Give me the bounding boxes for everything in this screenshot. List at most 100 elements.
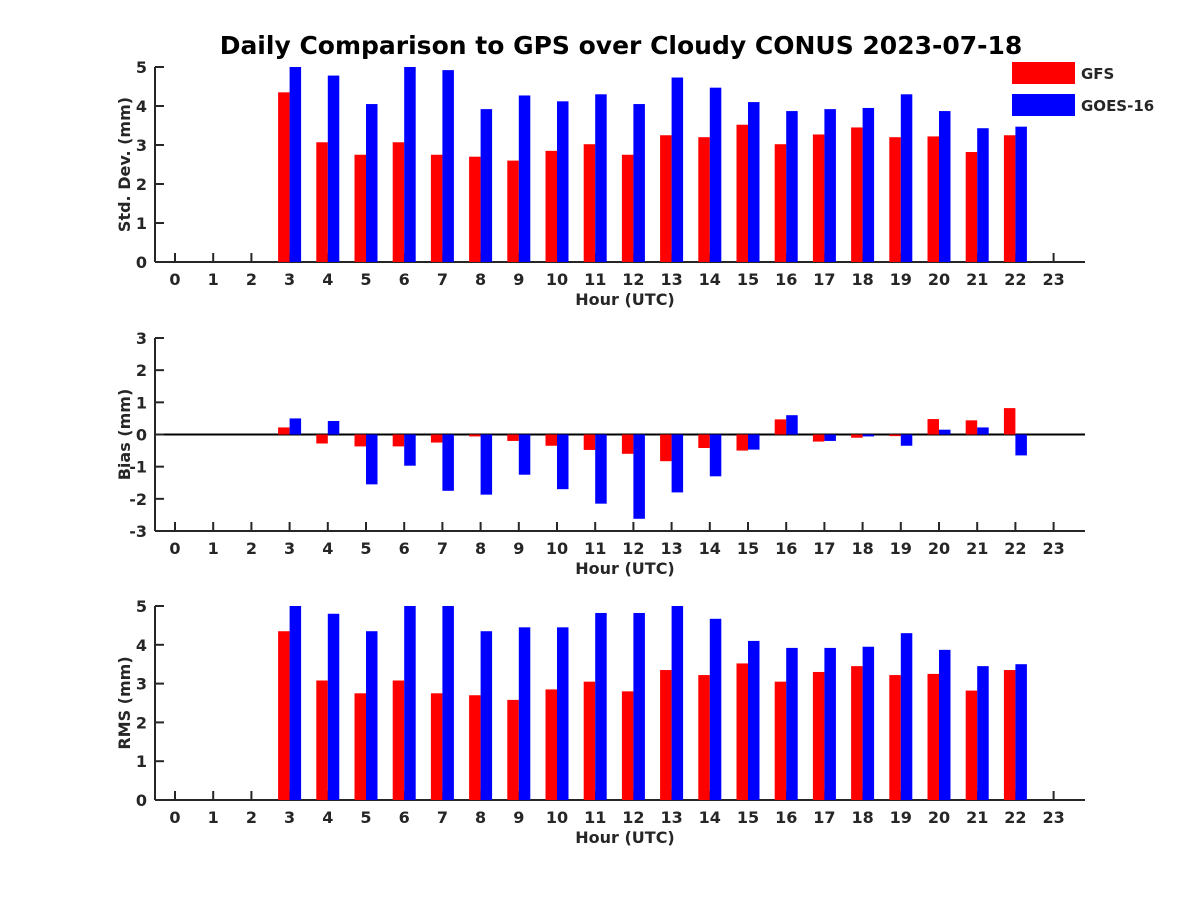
bar-gfs (851, 666, 863, 800)
bar-gfs (469, 434, 481, 437)
y-tick-label: 0 (136, 253, 147, 272)
x-tick-label: 4 (322, 539, 333, 558)
x-tick-label: 21 (966, 270, 988, 289)
bar-goes-16 (480, 631, 493, 800)
bar-gfs (545, 434, 557, 446)
bar-goes-16 (671, 77, 684, 262)
bar-gfs (278, 631, 290, 800)
y-tick-label: 1 (136, 214, 147, 233)
x-tick-label: 11 (584, 808, 606, 827)
x-axis-label: Hour (UTC) (575, 290, 675, 309)
x-tick-label: 2 (246, 808, 257, 827)
x-tick-label: 2 (246, 539, 257, 558)
bar-goes-16 (366, 104, 378, 262)
x-tick-label: 14 (699, 808, 721, 827)
bar-goes-16 (1015, 664, 1027, 800)
x-tick-label: 11 (584, 270, 606, 289)
bar-goes-16 (824, 434, 836, 441)
y-tick-label: -3 (129, 522, 147, 541)
y-axis-label: Std. Dev. (mm) (115, 97, 134, 232)
y-tick-label: 5 (136, 597, 147, 616)
bar-gfs (889, 434, 901, 437)
bar-goes-16 (289, 606, 302, 800)
bar-goes-16 (977, 128, 989, 262)
bar-goes-16 (557, 101, 569, 262)
legend: GFS GOES-16 (1012, 62, 1154, 116)
bar-gfs (851, 434, 863, 438)
x-axis-label: Hour (UTC) (575, 559, 675, 578)
x-tick-label: 5 (360, 539, 371, 558)
legend-label: GOES-16 (1081, 97, 1154, 115)
bar-goes-16 (404, 606, 416, 800)
bar-goes-16 (595, 94, 607, 262)
x-tick-label: 6 (399, 808, 410, 827)
x-tick-label: 5 (360, 270, 371, 289)
legend-swatch (1012, 62, 1075, 84)
bar-goes-16 (442, 434, 454, 491)
bar-goes-16 (595, 434, 607, 504)
bar-gfs (392, 142, 405, 262)
bar-goes-16 (518, 434, 531, 475)
x-tick-label: 21 (966, 808, 988, 827)
bar-goes-16 (1015, 434, 1027, 456)
x-tick-label: 23 (1042, 808, 1064, 827)
x-tick-label: 9 (513, 808, 524, 827)
x-tick-label: 12 (622, 808, 644, 827)
x-tick-label: 1 (208, 808, 219, 827)
y-tick-label: 4 (136, 97, 147, 116)
bar-gfs (507, 160, 519, 262)
x-tick-label: 1 (208, 539, 219, 558)
bar-gfs (774, 419, 787, 435)
bar-goes-16 (709, 87, 722, 262)
bar-gfs (965, 152, 978, 262)
bar-goes-16 (633, 104, 645, 262)
bar-gfs (354, 434, 366, 447)
bar-goes-16 (748, 640, 760, 800)
x-tick-label: 9 (513, 270, 524, 289)
bar-goes-16 (327, 420, 340, 435)
x-tick-label: 8 (475, 270, 486, 289)
bar-gfs (583, 681, 596, 800)
bar-gfs (889, 137, 901, 262)
bar-goes-16 (671, 606, 684, 800)
y-tick-label: 2 (136, 713, 147, 732)
x-tick-label: 11 (584, 539, 606, 558)
x-tick-label: 3 (284, 808, 295, 827)
x-tick-label: 22 (1004, 808, 1026, 827)
bar-goes-16 (518, 627, 531, 800)
bar-goes-16 (824, 647, 836, 800)
bar-goes-16 (442, 70, 454, 263)
bar-goes-16 (327, 75, 340, 262)
bar-goes-16 (480, 109, 493, 263)
bar-gfs (621, 434, 634, 454)
x-tick-label: 20 (928, 539, 950, 558)
x-tick-label: 17 (813, 808, 835, 827)
bar-gfs (430, 434, 443, 443)
bar-gfs (469, 695, 481, 800)
bar-goes-16 (939, 111, 951, 262)
bar-goes-16 (824, 109, 836, 263)
x-tick-label: 12 (622, 270, 644, 289)
x-tick-label: 1 (208, 270, 219, 289)
chart-title: Daily Comparison to GPS over Cloudy CONU… (220, 31, 1023, 60)
bar-gfs (545, 689, 557, 800)
y-tick-label: 0 (136, 791, 147, 810)
bar-gfs (1003, 135, 1016, 262)
bar-gfs (278, 427, 290, 435)
x-tick-label: 16 (775, 270, 797, 289)
bar-goes-16 (289, 67, 302, 262)
bar-goes-16 (404, 67, 416, 262)
bar-goes-16 (748, 102, 760, 262)
bar-goes-16 (709, 434, 722, 477)
x-tick-label: 14 (699, 270, 721, 289)
bar-gfs (698, 675, 710, 800)
x-tick-label: 16 (775, 539, 797, 558)
legend-label: GFS (1081, 65, 1114, 83)
y-tick-label: 1 (136, 393, 147, 412)
bar-gfs (316, 142, 328, 262)
bar-goes-16 (557, 434, 569, 490)
bar-goes-16 (939, 649, 951, 800)
bar-goes-16 (786, 415, 798, 435)
x-tick-label: 6 (399, 270, 410, 289)
y-tick-label: -1 (129, 458, 147, 477)
